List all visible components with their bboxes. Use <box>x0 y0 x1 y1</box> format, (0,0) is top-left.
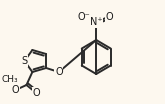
Text: O: O <box>105 12 113 22</box>
Text: O: O <box>33 88 40 98</box>
Text: O⁻: O⁻ <box>77 12 90 22</box>
Text: N⁺: N⁺ <box>90 17 102 27</box>
Text: O: O <box>55 67 63 77</box>
Text: O: O <box>12 85 19 95</box>
Text: CH₃: CH₃ <box>1 76 18 84</box>
Text: S: S <box>21 56 28 66</box>
